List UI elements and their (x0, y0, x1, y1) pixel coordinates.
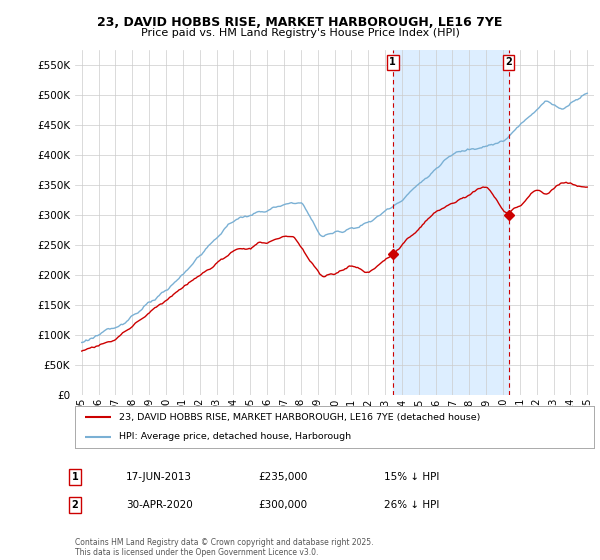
Text: Contains HM Land Registry data © Crown copyright and database right 2025.
This d: Contains HM Land Registry data © Crown c… (75, 538, 373, 557)
Text: 2: 2 (505, 57, 512, 67)
Text: HPI: Average price, detached house, Harborough: HPI: Average price, detached house, Harb… (119, 432, 351, 441)
Text: 15% ↓ HPI: 15% ↓ HPI (384, 472, 439, 482)
Text: 2: 2 (71, 500, 79, 510)
Text: 23, DAVID HOBBS RISE, MARKET HARBOROUGH, LE16 7YE: 23, DAVID HOBBS RISE, MARKET HARBOROUGH,… (97, 16, 503, 29)
Text: 17-JUN-2013: 17-JUN-2013 (126, 472, 192, 482)
Text: 1: 1 (389, 57, 396, 67)
Text: £300,000: £300,000 (258, 500, 307, 510)
Text: 1: 1 (71, 472, 79, 482)
Text: 26% ↓ HPI: 26% ↓ HPI (384, 500, 439, 510)
Text: 23, DAVID HOBBS RISE, MARKET HARBOROUGH, LE16 7YE (detached house): 23, DAVID HOBBS RISE, MARKET HARBOROUGH,… (119, 413, 481, 422)
Text: Price paid vs. HM Land Registry's House Price Index (HPI): Price paid vs. HM Land Registry's House … (140, 28, 460, 38)
Text: 30-APR-2020: 30-APR-2020 (126, 500, 193, 510)
Bar (393, 50, 509, 395)
Text: £235,000: £235,000 (258, 472, 307, 482)
